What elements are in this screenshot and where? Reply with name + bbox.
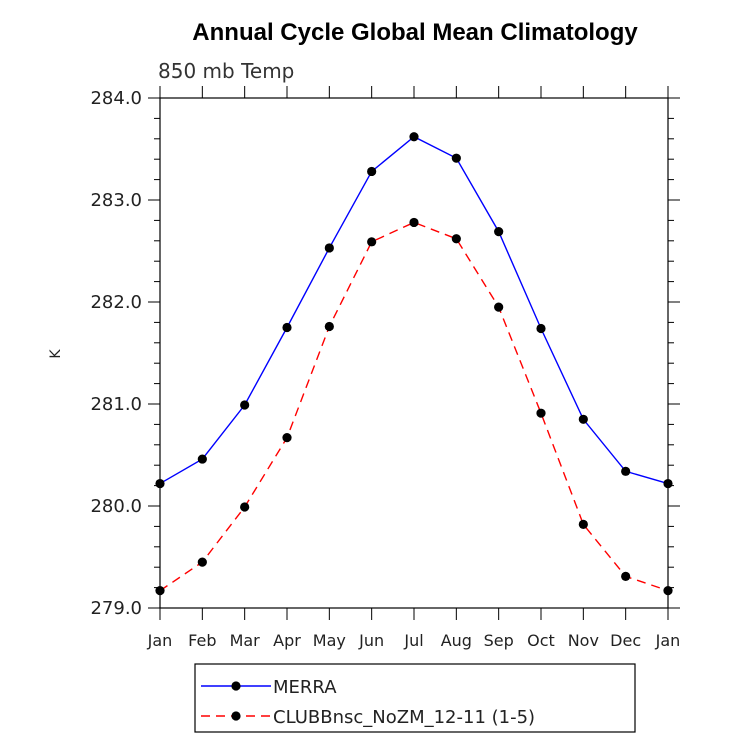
x-tick-label: Jun — [358, 631, 384, 650]
series-line — [159, 221, 669, 592]
x-axis-ticks: Jan Feb Mar Apr May Jun Jul Aug Sep Oct Nov Dec Jan — [147, 86, 681, 650]
data-point — [197, 454, 207, 464]
data-point — [494, 302, 504, 312]
y-tick-label: 284.0 — [90, 88, 142, 109]
data-point — [240, 400, 250, 410]
plot-frame — [159, 97, 669, 609]
data-point — [621, 571, 631, 581]
legend-box — [194, 663, 636, 733]
data-point — [240, 502, 250, 512]
chart-subtitle: 850 mb Temp — [158, 59, 294, 83]
data-point — [367, 166, 377, 177]
x-tick-label: Mar — [230, 631, 261, 650]
series-0 — [155, 132, 673, 489]
x-tick-label: Jan — [147, 631, 173, 650]
y-axis-ticks: 279.0 280.0 281.0 282.0 283.0 284.0 — [90, 88, 680, 619]
data-point — [536, 408, 546, 418]
data-point — [663, 478, 673, 489]
x-tick-label: Aug — [441, 631, 472, 650]
legend-marker — [231, 711, 241, 721]
legend-label: MERRA — [273, 677, 337, 698]
data-point — [451, 234, 461, 244]
y-tick-label: 280.0 — [90, 496, 142, 517]
x-tick-label: Feb — [188, 631, 216, 650]
legend: MERRA CLUBBnsc_NoZM_12-11 (1-5) — [194, 663, 636, 733]
data-point — [536, 323, 546, 334]
data-point — [324, 243, 334, 253]
series-1 — [155, 217, 673, 596]
data-point — [197, 557, 207, 567]
data-point — [367, 237, 377, 247]
x-tick-label: Jan — [655, 631, 681, 650]
x-tick-label: May — [313, 631, 346, 650]
y-tick-label: 279.0 — [90, 598, 142, 619]
chart-title: Annual Cycle Global Mean Climatology — [192, 19, 638, 46]
y-tick-label: 282.0 — [90, 292, 142, 313]
plot-axes — [159, 97, 669, 609]
x-tick-label: Dec — [610, 631, 641, 650]
y-axis-label: K — [48, 349, 64, 359]
legend-label: CLUBBnsc_NoZM_12-11 (1-5) — [273, 707, 535, 728]
data-point — [409, 217, 419, 228]
data-point — [621, 466, 631, 476]
series-line — [159, 135, 669, 485]
data-point — [578, 519, 588, 529]
x-tick-label: Apr — [273, 631, 301, 650]
data-point — [494, 227, 504, 237]
data-point — [155, 478, 165, 489]
data-point — [451, 153, 461, 163]
y-tick-label: 283.0 — [90, 190, 142, 211]
data-point — [578, 414, 588, 424]
x-tick-label: Nov — [568, 631, 599, 650]
y-tick-label: 281.0 — [90, 394, 142, 415]
x-tick-label: Sep — [484, 631, 514, 650]
data-point — [409, 132, 419, 142]
data-point — [282, 322, 292, 333]
data-point — [663, 586, 673, 596]
data-point — [324, 321, 334, 332]
x-tick-label: Jul — [403, 631, 423, 650]
data-point — [282, 433, 292, 443]
legend-marker — [231, 681, 241, 691]
x-tick-label: Oct — [527, 631, 555, 650]
series-layer — [155, 132, 673, 596]
data-point — [155, 586, 165, 596]
